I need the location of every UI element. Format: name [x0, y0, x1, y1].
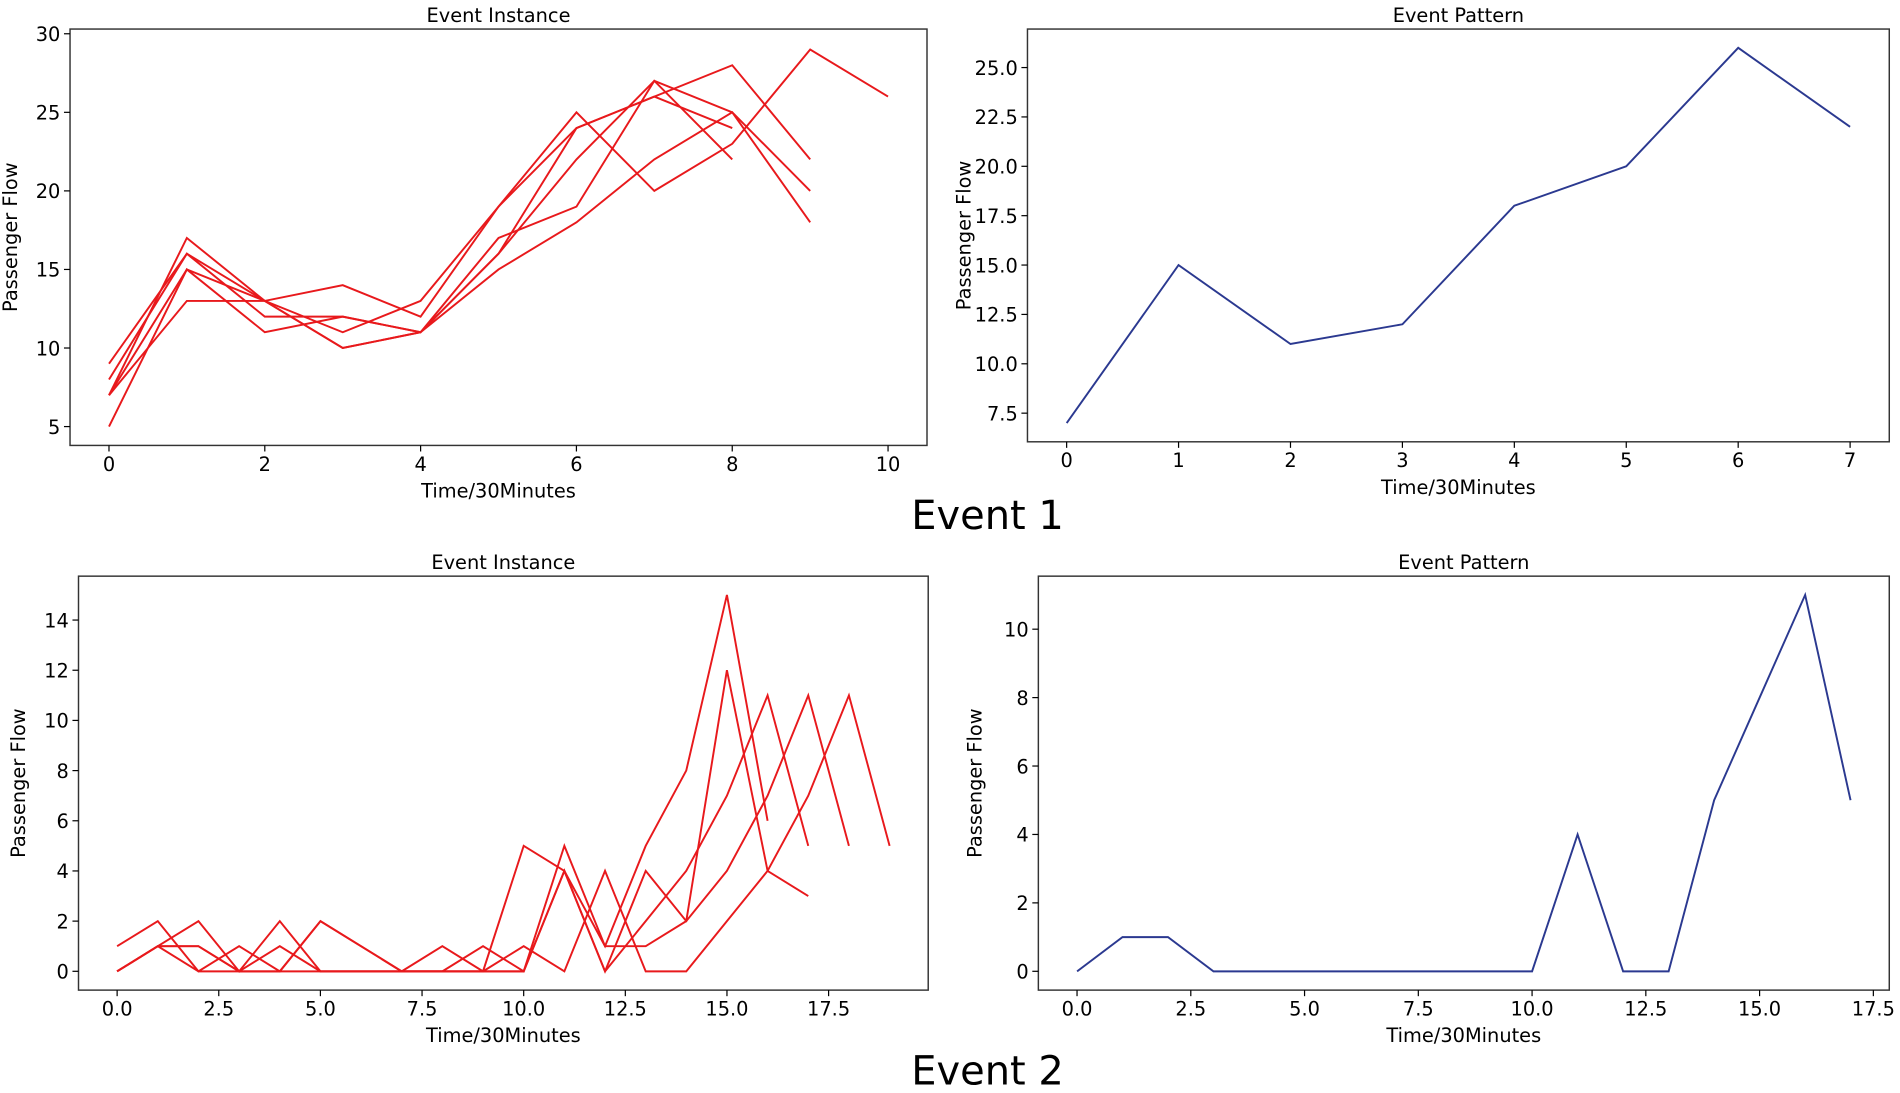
y-tick-label: 25: [36, 102, 61, 125]
x-tick-label: 0: [1060, 449, 1072, 472]
x-tick-label: 4: [414, 453, 426, 476]
x-axis-label: Time/30Minutes: [1385, 1024, 1541, 1047]
series-line-6: [108, 95, 733, 396]
y-tick-label: 4: [1016, 824, 1028, 847]
y-tick-label: 8: [56, 760, 68, 783]
x-tick-label: 3: [1396, 449, 1408, 472]
plot-frame: [77, 575, 929, 991]
y-tick-label: 0: [56, 961, 68, 984]
y-tick-label: 2: [1016, 892, 1028, 915]
x-tick-label: 17.5: [1852, 998, 1895, 1021]
x-tick-label: 8: [726, 453, 738, 476]
y-axis-label: Passenger Flow: [7, 708, 30, 858]
x-tick-label: 2.5: [1175, 998, 1206, 1021]
series-line-2: [108, 64, 811, 396]
chart-title: Event Pattern: [1393, 4, 1524, 27]
y-tick-label: 6: [56, 810, 68, 833]
plot-frame: [1037, 575, 1891, 991]
event-1-label: Event 1: [911, 493, 1064, 539]
event-1-instance-chart: 0 2 4 6 8 10 5 10 15 20 25 30 Event Instance Time/30M…: [0, 4, 928, 502]
series-line-5: [108, 111, 811, 396]
x-tick-label: 2.5: [203, 998, 234, 1021]
y-tick-label: 15.0: [975, 254, 1018, 277]
x-tick-label: 12.5: [1624, 998, 1667, 1021]
y-tick-label: 10: [36, 337, 61, 360]
x-tick-label: 0: [103, 453, 115, 476]
y-tick-label: 20.0: [975, 156, 1018, 179]
x-tick-label: 5.0: [305, 998, 336, 1021]
y-axis-label: Passenger Flow: [0, 162, 22, 312]
chart-title: Event Instance: [431, 551, 575, 574]
x-tick-label: 10.0: [1511, 998, 1554, 1021]
series-line-3: [116, 692, 810, 974]
x-tick-label: 12.5: [604, 998, 647, 1021]
x-tick-label: 0.0: [102, 998, 133, 1021]
y-tick-label: 4: [56, 860, 68, 883]
y-tick-label: 5: [48, 416, 60, 439]
plot-frame: [69, 28, 928, 447]
y-tick-label: 2: [56, 910, 68, 933]
y-tick-label: 17.5: [975, 205, 1018, 228]
x-tick-label: 2: [1284, 449, 1296, 472]
y-tick-label: 12: [44, 659, 69, 682]
y-axis-label: Passenger Flow: [953, 160, 976, 310]
y-axis-label: Passenger Flow: [963, 708, 986, 858]
x-tick-label: 7: [1844, 449, 1856, 472]
y-tick-label: 10: [44, 710, 69, 733]
x-tick-label: 15.0: [1738, 998, 1781, 1021]
event-2-instance-chart: 0.0 2.5 5.0 7.5 10.0 12.5 15.0 17.5 0 2 4 6 8 10 12 14 E…: [7, 551, 929, 1047]
x-tick-label: 4: [1508, 449, 1520, 472]
x-tick-label: 17.5: [807, 998, 850, 1021]
x-tick-label: 6: [1732, 449, 1744, 472]
y-tick-label: 30: [36, 23, 61, 46]
x-tick-label: 7.5: [1403, 998, 1434, 1021]
x-tick-label: 7.5: [407, 998, 438, 1021]
x-tick-label: 5.0: [1289, 998, 1320, 1021]
event-2-pattern-chart: 0.0 2.5 5.0 7.5 10.0 12.5 15.0 17.5 0 2 4 6 8 10 Event…: [963, 551, 1894, 1047]
y-tick-label: 15: [36, 259, 61, 282]
y-tick-label: 7.5: [987, 402, 1018, 425]
x-axis-label: Time/30Minutes: [1380, 476, 1536, 499]
series-line-2: [116, 670, 809, 973]
plot-frame: [1026, 28, 1891, 443]
event-1-pattern-chart: 0 1 2 3 4 5 6 7 7.5 10.0 12.5 15.0 17.5 20.0 22.5 25.0 E…: [953, 4, 1891, 499]
x-tick-label: 2: [259, 453, 271, 476]
x-tick-label: 15.0: [705, 998, 748, 1021]
y-tick-label: 10.0: [975, 353, 1018, 376]
y-tick-label: 14: [44, 609, 69, 632]
series-line-1: [1065, 46, 1851, 424]
y-tick-label: 12.5: [975, 304, 1018, 327]
x-tick-label: 5: [1620, 449, 1632, 472]
y-tick-label: 0: [1016, 961, 1028, 984]
y-tick-label: 25.0: [975, 57, 1018, 80]
series-line-4: [116, 692, 850, 974]
series-line-1: [1076, 591, 1852, 973]
y-tick-label: 22.5: [975, 106, 1018, 129]
x-tick-label: 6: [570, 453, 582, 476]
series-line-4: [108, 79, 733, 427]
x-tick-label: 1: [1172, 449, 1184, 472]
x-axis-label: Time/30Minutes: [420, 479, 576, 502]
x-tick-label: 0.0: [1062, 998, 1093, 1021]
y-tick-label: 20: [36, 180, 61, 203]
x-tick-label: 10: [876, 453, 901, 476]
y-tick-label: 8: [1016, 687, 1028, 710]
chart-title: Event Pattern: [1398, 551, 1529, 574]
x-tick-label: 10.0: [502, 998, 545, 1021]
y-tick-label: 6: [1016, 755, 1028, 778]
series-line-1: [116, 594, 769, 973]
series-line-5: [116, 692, 891, 973]
x-axis-label: Time/30Minutes: [425, 1024, 581, 1047]
chart-title: Event Instance: [427, 4, 571, 27]
y-tick-label: 10: [1004, 618, 1029, 641]
event-2-label: Event 2: [911, 1049, 1064, 1093]
series-line-3: [108, 79, 811, 380]
